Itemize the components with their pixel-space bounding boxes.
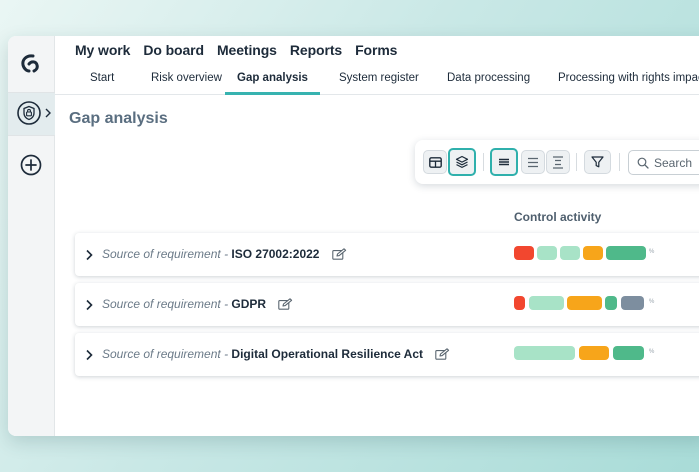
tab-data-processing[interactable]: Data processing bbox=[447, 72, 531, 84]
table-view-icon bbox=[428, 156, 442, 168]
app-logo-icon[interactable] bbox=[19, 52, 43, 76]
chevron-right-icon[interactable] bbox=[85, 249, 93, 261]
nav-forms[interactable]: Forms bbox=[355, 42, 398, 58]
tab-start[interactable]: Start bbox=[90, 72, 115, 84]
toolbar-divider bbox=[619, 153, 620, 171]
add-circle-icon[interactable] bbox=[20, 154, 42, 176]
edit-icon[interactable] bbox=[435, 348, 450, 360]
density-compact-button[interactable] bbox=[490, 148, 518, 176]
percent-sign: % bbox=[649, 349, 655, 355]
tab-processing-rights-impact[interactable]: Processing with rights impact bbox=[558, 72, 699, 84]
edit-icon[interactable] bbox=[332, 248, 347, 260]
edit-icon[interactable] bbox=[278, 298, 293, 310]
chevron-right-icon bbox=[45, 108, 51, 118]
status-bar bbox=[514, 346, 575, 360]
requirement-label: Source of requirement - Digital Operatio… bbox=[102, 347, 450, 361]
requirement-prefix: Source of requirement - bbox=[102, 297, 232, 311]
tab-risk-overview[interactable]: Risk overview bbox=[151, 72, 222, 84]
filter-button[interactable] bbox=[584, 150, 611, 174]
requirement-label: Source of requirement - ISO 27002:2022 bbox=[102, 247, 347, 261]
toolbar-divider bbox=[576, 153, 577, 171]
requirement-name: ISO 27002:2022 bbox=[231, 247, 320, 261]
density-normal-icon bbox=[528, 157, 538, 167]
status-bar bbox=[514, 246, 534, 260]
nav-do-board[interactable]: Do board bbox=[143, 42, 204, 58]
status-bar bbox=[537, 246, 557, 260]
tab-gap-analysis[interactable]: Gap analysis bbox=[225, 62, 320, 95]
table-view-button[interactable] bbox=[423, 150, 447, 174]
density-spacious-icon bbox=[553, 155, 563, 169]
status-bar bbox=[606, 246, 646, 260]
search-icon bbox=[637, 157, 649, 169]
density-spacious-button[interactable] bbox=[546, 150, 570, 174]
rail-divider bbox=[8, 135, 55, 136]
requirement-prefix: Source of requirement - bbox=[102, 247, 232, 261]
layers-icon bbox=[455, 155, 469, 168]
shield-lock-icon[interactable] bbox=[16, 100, 42, 126]
nav-meetings[interactable]: Meetings bbox=[216, 42, 277, 58]
density-normal-button[interactable] bbox=[521, 150, 545, 174]
column-header-control-activity: Control activity bbox=[514, 210, 602, 224]
requirement-row[interactable]: Source of requirement - ISO 27002:2022 % bbox=[75, 233, 699, 276]
page-title: Gap analysis bbox=[69, 110, 168, 127]
status-bar bbox=[514, 296, 525, 310]
view-toolbar: Search bbox=[415, 140, 699, 184]
filter-icon bbox=[591, 156, 604, 168]
status-bar bbox=[560, 246, 580, 260]
status-bar bbox=[579, 346, 609, 360]
layers-view-button[interactable] bbox=[448, 148, 476, 176]
requirement-name: Digital Operational Resilience Act bbox=[231, 347, 424, 361]
chevron-right-icon[interactable] bbox=[85, 349, 93, 361]
tab-system-register[interactable]: System register bbox=[339, 72, 419, 84]
percent-sign: % bbox=[649, 299, 655, 305]
status-bar bbox=[613, 346, 644, 360]
search-input[interactable]: Search bbox=[628, 150, 699, 175]
rail-divider bbox=[8, 92, 55, 93]
percent-sign: % bbox=[649, 249, 655, 255]
status-bar bbox=[567, 296, 602, 310]
status-bar bbox=[583, 246, 603, 260]
nav-reports[interactable]: Reports bbox=[289, 42, 343, 58]
search-placeholder: Search bbox=[654, 156, 693, 170]
status-bar bbox=[605, 296, 617, 310]
requirement-row[interactable]: Source of requirement - Digital Operatio… bbox=[75, 333, 699, 376]
chevron-right-icon[interactable] bbox=[85, 299, 93, 311]
requirement-name: GDPR bbox=[231, 297, 267, 311]
app-window: My work Do board Meetings Reports Forms … bbox=[8, 36, 699, 436]
requirement-prefix: Source of requirement - bbox=[102, 347, 232, 361]
top-nav: My work Do board Meetings Reports Forms bbox=[75, 42, 397, 58]
requirement-row[interactable]: Source of requirement - GDPR % bbox=[75, 283, 699, 326]
requirement-label: Source of requirement - GDPR bbox=[102, 297, 293, 311]
status-bar bbox=[529, 296, 564, 310]
toolbar-divider bbox=[483, 153, 484, 171]
density-compact-icon bbox=[499, 158, 509, 166]
main-content: My work Do board Meetings Reports Forms … bbox=[55, 36, 699, 436]
left-rail bbox=[8, 36, 55, 436]
status-bar bbox=[621, 296, 644, 310]
sub-nav: Start Risk overview Gap analysis System … bbox=[55, 62, 699, 95]
nav-my-work[interactable]: My work bbox=[75, 42, 131, 58]
